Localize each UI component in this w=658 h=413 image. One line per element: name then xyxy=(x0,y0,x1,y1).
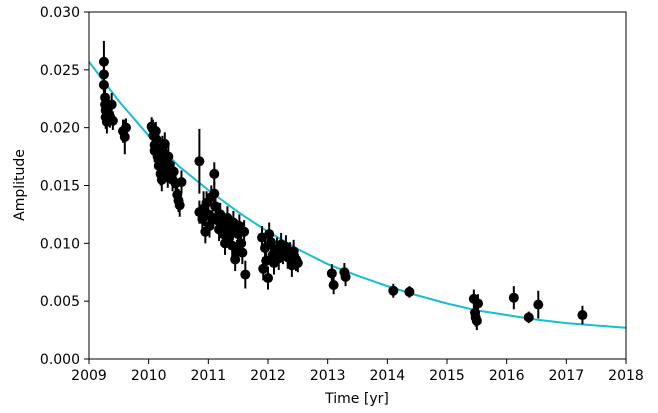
data-point xyxy=(106,99,117,110)
x-tick-label: 2011 xyxy=(191,368,227,384)
x-axis-label: Time [yr] xyxy=(324,391,389,407)
data-point xyxy=(326,268,337,279)
data-point xyxy=(168,166,179,177)
axes: 2009 2010 2011 2012 2013 2014 2015 2016 2017 2018… xyxy=(40,5,644,384)
data-point xyxy=(107,115,118,126)
data-point xyxy=(340,271,351,282)
y-tick-label: 0.000 xyxy=(40,352,80,368)
data-point xyxy=(577,310,588,321)
x-tick-label: 2016 xyxy=(489,368,525,384)
data-point xyxy=(120,122,131,133)
data-point xyxy=(100,92,111,103)
data-point xyxy=(230,254,241,265)
data-point xyxy=(151,134,162,145)
data-point xyxy=(239,226,250,237)
data-point xyxy=(237,247,248,258)
data-point xyxy=(176,177,187,188)
axes-frame xyxy=(88,11,627,360)
x-tick-label: 2012 xyxy=(250,368,286,384)
x-tick-label: 2018 xyxy=(608,368,644,384)
data-point xyxy=(288,246,299,257)
data-point xyxy=(258,263,269,274)
x-tick-label: 2009 xyxy=(71,368,107,384)
y-tick-label: 0.025 xyxy=(40,63,80,79)
data-point xyxy=(263,273,273,284)
data-point xyxy=(261,255,272,266)
data-point xyxy=(204,220,215,231)
data-point xyxy=(150,126,161,137)
x-tick-label: 2014 xyxy=(370,368,406,384)
data-point xyxy=(159,138,170,149)
x-tick-label: 2017 xyxy=(549,368,585,384)
y-tick-label: 0.015 xyxy=(40,179,80,195)
data-point xyxy=(224,232,235,243)
data-point xyxy=(236,238,247,249)
data-point xyxy=(194,156,205,167)
x-tick-label: 2010 xyxy=(131,368,167,384)
y-tick-label: 0.020 xyxy=(40,121,80,137)
data-point xyxy=(292,257,303,268)
data-point xyxy=(174,200,185,211)
y-tick-label: 0.010 xyxy=(40,236,80,252)
data-point xyxy=(523,312,534,323)
data-point xyxy=(388,285,399,296)
x-tick-label: 2013 xyxy=(310,368,346,384)
data-point xyxy=(98,69,109,80)
data-point xyxy=(209,168,220,179)
data-point xyxy=(240,269,251,280)
y-tick-label: 0.005 xyxy=(40,294,80,310)
y-tick-label: 0.030 xyxy=(40,5,80,21)
plot-area xyxy=(89,40,626,331)
data-point xyxy=(163,151,174,162)
data-point xyxy=(98,56,109,67)
data-point xyxy=(210,201,221,212)
x-tick-label: 2015 xyxy=(429,368,465,384)
data-point xyxy=(264,229,275,240)
data-point xyxy=(404,286,415,297)
data-point xyxy=(265,237,276,248)
data-point xyxy=(328,279,339,290)
data-point xyxy=(473,298,484,309)
data-point xyxy=(119,131,130,142)
data-point xyxy=(508,292,519,303)
data-point xyxy=(533,299,544,310)
y-axis-label: Amplitude xyxy=(12,149,28,221)
data-point xyxy=(209,188,220,199)
data-point xyxy=(471,315,482,326)
fit-curve xyxy=(89,61,626,329)
data-point xyxy=(98,79,109,90)
